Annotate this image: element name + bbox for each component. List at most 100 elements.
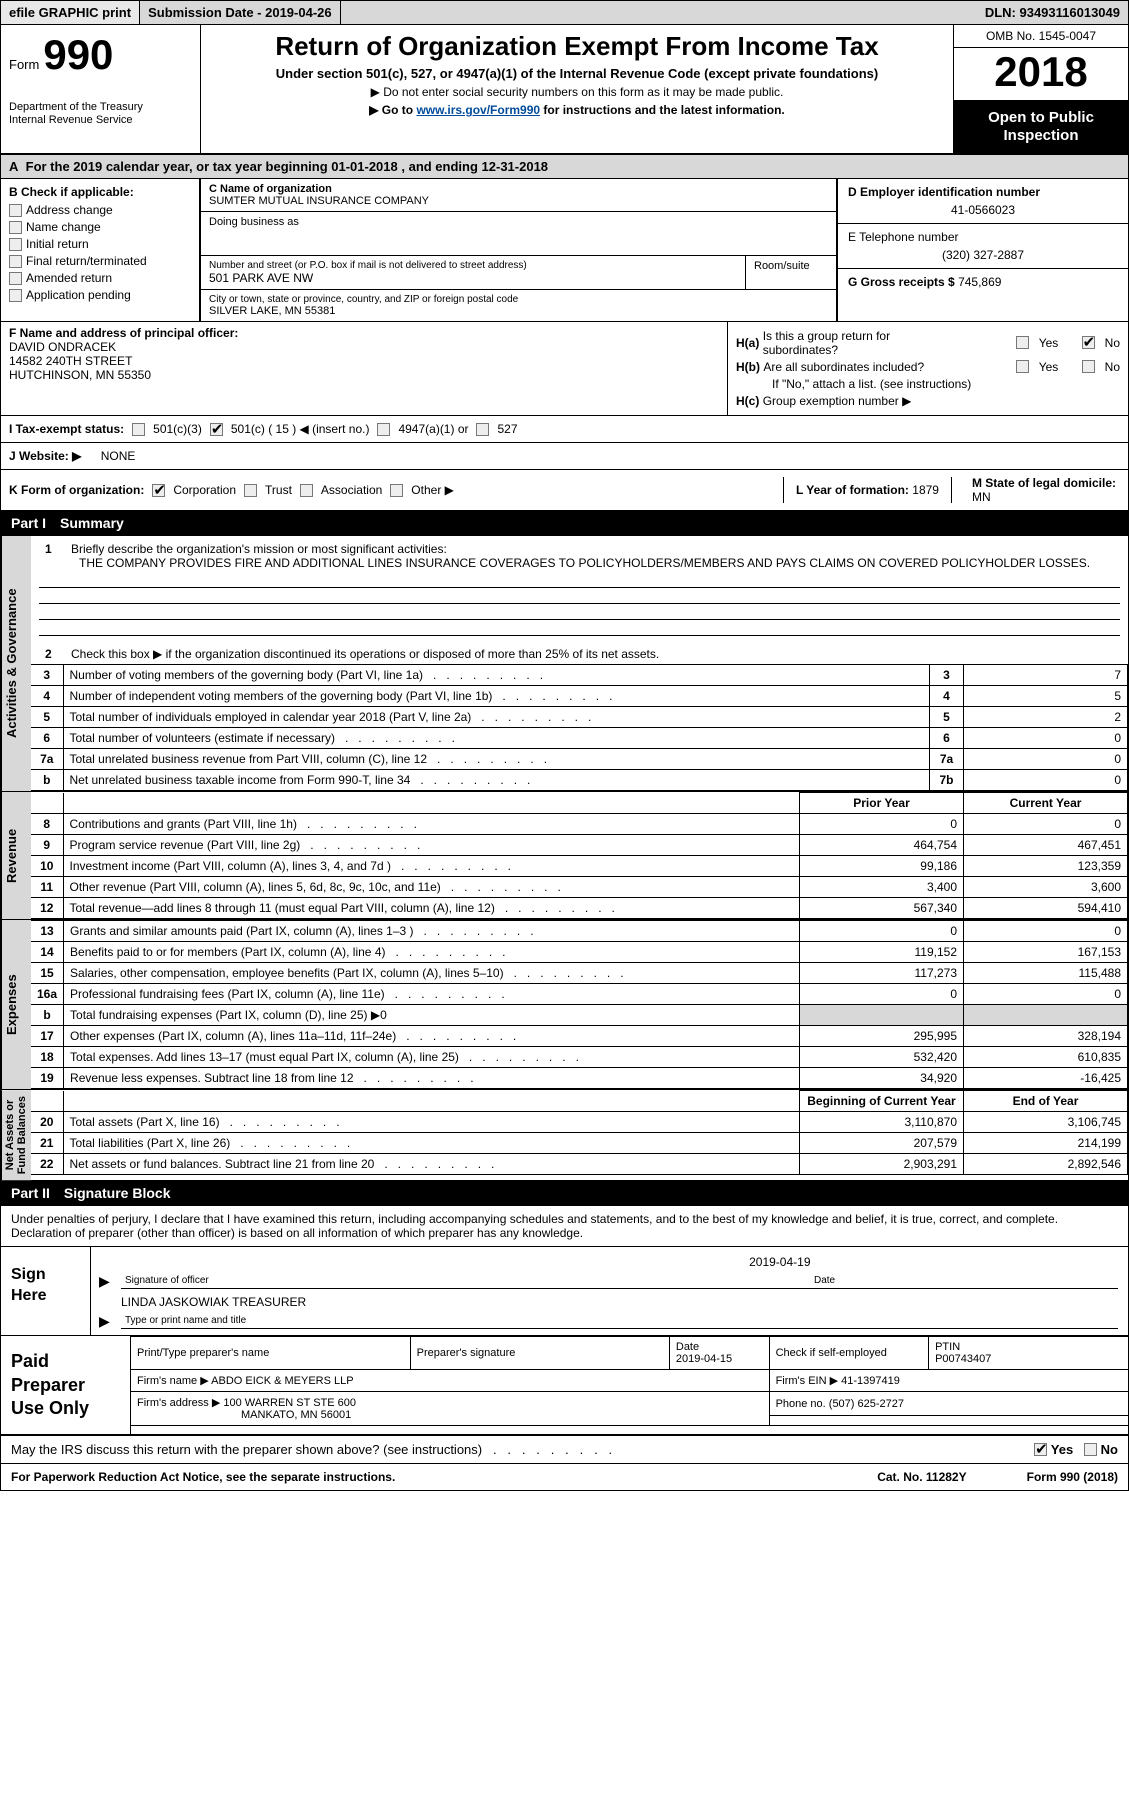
form-number: Form 990 [9,31,192,79]
website: NONE [101,449,136,463]
vtab-expenses: Expenses [1,920,31,1089]
part2-header: Part II Signature Block [1,1181,1128,1206]
year-formed: 1879 [912,483,939,497]
grid-revenue: Prior YearCurrent Year8Contributions and… [31,792,1128,919]
department: Department of the Treasury Internal Reve… [9,101,192,127]
ein: 41-0566023 [848,203,1118,217]
sig-date: 2019-04-19 [749,1255,810,1269]
org-name-cell: C Name of organization SUMTER MUTUAL INS… [201,179,836,212]
i-4947[interactable] [377,423,390,436]
vtab-activities: Activities & Governance [1,536,31,791]
discuss-no[interactable] [1084,1443,1097,1456]
header-title: Return of Organization Exempt From Incom… [201,25,953,153]
ha-yes[interactable] [1016,336,1029,349]
chk-name-change[interactable]: Name change [9,220,191,234]
grid-expenses: 13Grants and similar amounts paid (Part … [31,920,1128,1089]
tax-year: 2018 [954,48,1128,101]
tel-cell: E Telephone number (320) 327-2887 [838,224,1128,269]
signature-intro: Under penalties of perjury, I declare th… [1,1206,1128,1247]
grid-activities: 3Number of voting members of the governi… [31,664,1128,791]
chk-final-return[interactable]: Final return/terminated [9,254,191,268]
section-deg: D Employer identification number 41-0566… [838,179,1128,321]
section-c: C Name of organization SUMTER MUTUAL INS… [201,179,838,321]
block-bcd: B Check if applicable: Address change Na… [1,179,1128,322]
i-501c[interactable] [210,423,223,436]
footer: For Paperwork Reduction Act Notice, see … [1,1463,1128,1490]
vtab-netassets: Net Assets or Fund Balances [1,1090,31,1180]
header-left: Form 990 Department of the Treasury Inte… [1,25,201,153]
ssn-note: ▶ Do not enter social security numbers o… [213,85,941,99]
room-cell: Room/suite [746,256,836,289]
gross-cell: G Gross receipts $ 745,869 [838,269,1128,295]
open-to-public: Open to Public Inspection [954,101,1128,153]
section-b: B Check if applicable: Address change Na… [1,179,201,321]
chk-app-pending[interactable]: Application pending [9,288,191,302]
officer-sig-line: 2019-04-19 Signature of officer Date [121,1267,1118,1289]
k-corp[interactable] [152,484,165,497]
city-cell: City or town, state or province, country… [201,290,836,321]
ha-no[interactable] [1082,336,1095,349]
officer-name: DAVID ONDRACEK [9,340,116,354]
org-name: SUMTER MUTUAL INSURANCE COMPANY [209,195,828,207]
officer-name-line: LINDA JASKOWIAK TREASURER Type or print … [121,1307,1118,1329]
sign-here-label: Sign Here [1,1247,91,1335]
firm-phone: (507) 625-2727 [829,1398,904,1410]
firm-address: 100 WARREN ST STE 600 [223,1397,356,1409]
section-a: A For the 2019 calendar year, or tax yea… [1,155,1128,179]
chk-address-change[interactable]: Address change [9,203,191,217]
summary-netassets: Net Assets or Fund Balances Beginning of… [1,1090,1128,1181]
ptin: P00743407 [935,1353,991,1365]
street-row: Number and street (or P.O. box if mail i… [201,256,836,290]
paid-preparer-block: Paid Preparer Use Only Print/Type prepar… [1,1336,1128,1436]
grid-netassets: Beginning of Current YearEnd of Year20To… [31,1090,1128,1175]
sign-here-block: Sign Here 2019-04-19 Signature of office… [1,1247,1128,1336]
form-title: Return of Organization Exempt From Incom… [213,31,941,62]
header-right: OMB No. 1545-0047 2018 Open to Public In… [953,25,1128,153]
officer-printed-name: LINDA JASKOWIAK TREASURER [121,1295,306,1309]
irs-link[interactable]: www.irs.gov/Form990 [416,103,540,117]
row-j: J Website: ▶ NONE [1,443,1128,470]
firm-ein: 41-1397419 [841,1375,900,1387]
k-assoc[interactable] [300,484,313,497]
row-klm: K Form of organization: Corporation Trus… [1,470,1128,511]
pra-notice: For Paperwork Reduction Act Notice, see … [11,1470,877,1484]
top-bar: efile GRAPHIC print Submission Date - 20… [1,1,1128,25]
form-subtitle: Under section 501(c), 527, or 4947(a)(1)… [213,66,941,81]
goto-note: ▶ Go to www.irs.gov/Form990 for instruct… [213,103,941,117]
header: Form 990 Department of the Treasury Inte… [1,25,1128,155]
summary-activities: Activities & Governance 1 Briefly descri… [1,536,1128,792]
discuss-question: May the IRS discuss this return with the… [1,1436,1128,1463]
block-fh: F Name and address of principal officer:… [1,322,1128,416]
telephone: (320) 327-2887 [848,248,1118,262]
chk-amended[interactable]: Amended return [9,271,191,285]
discuss-yes[interactable] [1034,1443,1047,1456]
line-2: 2Check this box ▶ if the organization di… [31,644,1128,664]
i-501c3[interactable] [132,423,145,436]
submission-date: Submission Date - 2019-04-26 [140,1,341,24]
state-domicile: MN [972,490,991,504]
chk-initial-return[interactable]: Initial return [9,237,191,251]
cat-no: Cat. No. 11282Y [877,1470,966,1484]
form-990: efile GRAPHIC print Submission Date - 20… [0,0,1129,1491]
k-trust[interactable] [244,484,257,497]
paid-preparer-label: Paid Preparer Use Only [1,1336,131,1434]
firm-name: ABDO EICK & MEYERS LLP [211,1375,353,1387]
i-527[interactable] [476,423,489,436]
dln: DLN: 93493116013049 [977,1,1128,24]
dba-cell: Doing business as [201,212,836,256]
efile-print-button[interactable]: efile GRAPHIC print [1,1,140,24]
hb-no[interactable] [1082,360,1095,373]
street-cell: Number and street (or P.O. box if mail i… [201,256,746,289]
gross-receipts: 745,869 [958,275,1001,289]
preparer-table: Print/Type preparer's name Preparer's si… [131,1336,1128,1426]
section-f: F Name and address of principal officer:… [1,322,728,415]
mission-text: THE COMPANY PROVIDES FIRE AND ADDITIONAL… [71,556,1120,570]
prep-date: 2019-04-15 [676,1353,732,1365]
ein-cell: D Employer identification number 41-0566… [838,179,1128,224]
omb-number: OMB No. 1545-0047 [954,25,1128,48]
summary-expenses: Expenses 13Grants and similar amounts pa… [1,920,1128,1090]
k-other[interactable] [390,484,403,497]
form-ref: Form 990 (2018) [1027,1470,1118,1484]
hb-yes[interactable] [1016,360,1029,373]
part1-header: Part I Summary [1,511,1128,536]
